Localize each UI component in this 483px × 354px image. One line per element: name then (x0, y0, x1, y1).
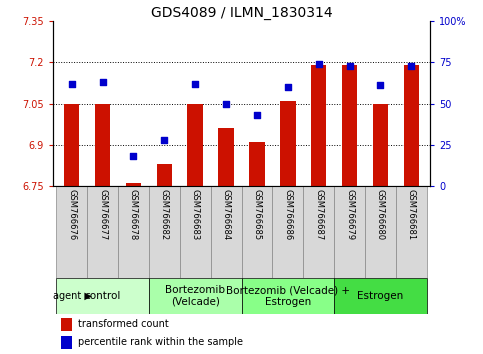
Bar (373, 104, 388, 186)
Bar (404, 65, 419, 186)
Bar (272, 186, 303, 278)
Bar (242, 186, 272, 278)
Point (315, 61, 323, 67)
Bar (156, 164, 172, 186)
Text: Bortezomib
(Velcade): Bortezomib (Velcade) (165, 285, 225, 307)
Point (160, 137, 168, 143)
Text: GSM766676: GSM766676 (67, 189, 76, 240)
Point (408, 63, 415, 69)
Text: GSM766687: GSM766687 (314, 189, 323, 240)
Text: GSM766679: GSM766679 (345, 189, 354, 240)
Point (284, 84, 292, 90)
Point (346, 63, 354, 69)
Point (222, 101, 230, 107)
Text: GSM766686: GSM766686 (284, 189, 292, 240)
Bar (61, 318, 72, 331)
Text: GSM766683: GSM766683 (191, 189, 199, 240)
Bar (149, 186, 180, 278)
Bar (56, 186, 87, 278)
Bar (396, 186, 427, 278)
Bar (118, 186, 149, 278)
Bar (187, 104, 203, 186)
Title: GDS4089 / ILMN_1830314: GDS4089 / ILMN_1830314 (151, 6, 332, 20)
Bar (311, 65, 327, 186)
Bar (87, 186, 118, 278)
Bar (242, 278, 334, 314)
Bar (249, 142, 265, 186)
Text: GSM766682: GSM766682 (160, 189, 169, 240)
Text: GSM766681: GSM766681 (407, 189, 416, 240)
Bar (61, 336, 72, 349)
Text: Estrogen: Estrogen (357, 291, 404, 301)
Bar (180, 186, 211, 278)
Text: percentile rank within the sample: percentile rank within the sample (78, 337, 242, 348)
Bar (334, 186, 365, 278)
Point (191, 81, 199, 87)
Bar (149, 278, 242, 314)
Text: control: control (85, 291, 121, 301)
Bar (342, 65, 357, 186)
Bar (64, 104, 79, 186)
Point (377, 82, 384, 88)
Bar (56, 278, 149, 314)
Text: GSM766684: GSM766684 (222, 189, 230, 240)
Point (99, 79, 106, 85)
Text: agent ▶: agent ▶ (54, 291, 92, 301)
Text: GSM766677: GSM766677 (98, 189, 107, 240)
Bar (334, 278, 427, 314)
Text: GSM766680: GSM766680 (376, 189, 385, 240)
Point (253, 112, 261, 118)
Text: Bortezomib (Velcade) +
Estrogen: Bortezomib (Velcade) + Estrogen (226, 285, 350, 307)
Bar (280, 101, 296, 186)
Bar (211, 186, 242, 278)
Bar (218, 128, 234, 186)
Bar (303, 186, 334, 278)
Point (129, 153, 137, 159)
Text: transformed count: transformed count (78, 319, 169, 329)
Text: GSM766678: GSM766678 (129, 189, 138, 240)
Point (68, 81, 75, 87)
Bar (126, 183, 141, 186)
Bar (365, 186, 396, 278)
Bar (95, 104, 110, 186)
Text: GSM766685: GSM766685 (253, 189, 261, 240)
